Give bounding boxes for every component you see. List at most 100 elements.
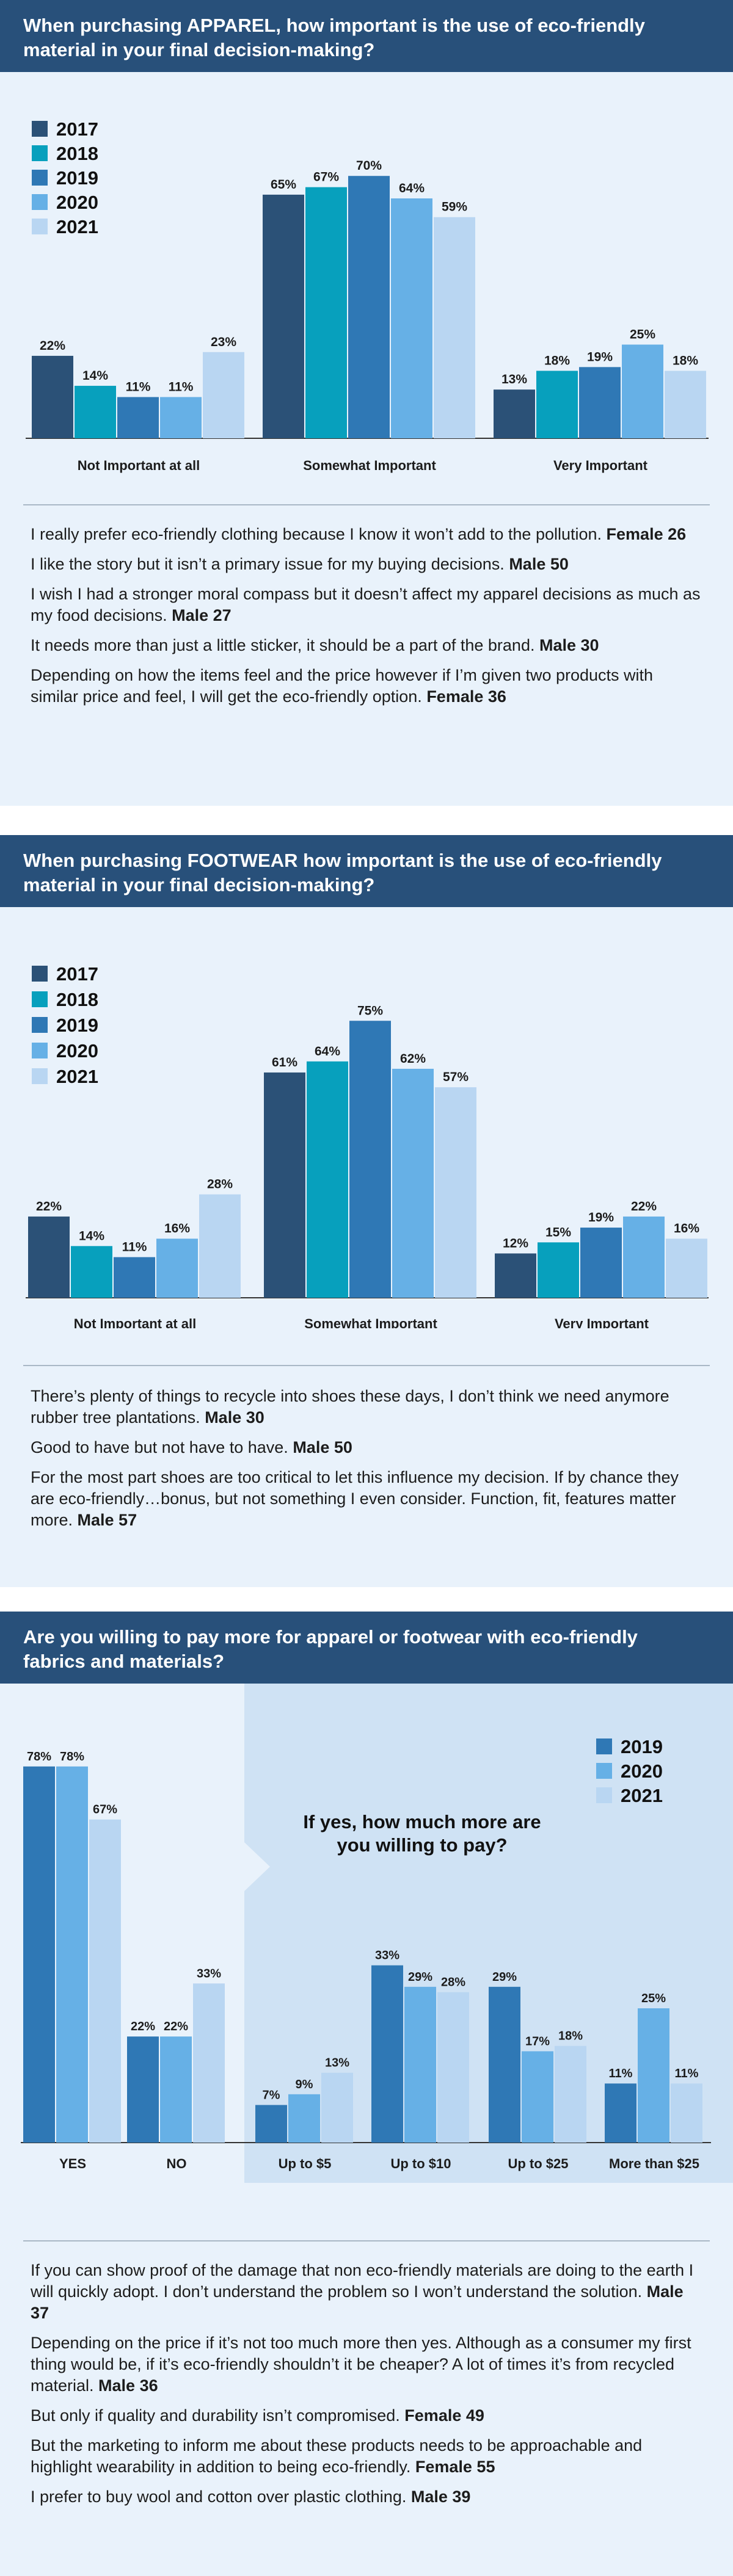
data-label: 15%: [545, 1225, 571, 1239]
bar-not-important-at-all-2020: [160, 397, 202, 438]
legend-label-2019: 2019: [621, 1736, 663, 1757]
bar-very-important-2018: [538, 1242, 579, 1298]
data-label: 16%: [164, 1221, 190, 1236]
bar-somewhat-important-2018: [307, 1061, 348, 1298]
pay-header: Are you willing to pay more for apparel …: [0, 1612, 733, 1684]
data-label: 64%: [315, 1044, 340, 1058]
category-label-up-to-25: Up to $25: [508, 2156, 568, 2171]
data-label: 19%: [588, 1210, 614, 1225]
quote-text: I really prefer eco-friendly clothing be…: [31, 525, 607, 543]
bar-very-important-2017: [495, 1253, 536, 1298]
bar-somewhat-important-2021: [435, 1087, 476, 1298]
bar-up-to-10-2021: [437, 1992, 469, 2143]
quote-text: But only if quality and durability isn’t…: [31, 2406, 405, 2425]
bar-more-than-25-2020: [638, 2008, 669, 2143]
quote-text: I wish I had a stronger moral compass bu…: [31, 585, 701, 624]
legend-swatch-2017: [32, 966, 48, 982]
legend-label-2019: 2019: [56, 167, 98, 189]
bar-somewhat-important-2019: [348, 176, 390, 438]
quote-author: Female 36: [426, 687, 506, 706]
data-label: 29%: [408, 1970, 432, 1984]
data-label: 18%: [673, 353, 698, 367]
quote-author: Male 30: [539, 636, 599, 654]
footwear-quote: For the most part shoes are too critical…: [31, 1467, 702, 1531]
bar-not-important-at-all-2021: [203, 352, 244, 438]
data-label: 9%: [296, 2078, 313, 2091]
data-label: 16%: [674, 1221, 699, 1236]
data-label: 19%: [587, 350, 613, 364]
pay-section: Are you willing to pay more for apparel …: [0, 1612, 733, 2576]
inset-panel: [244, 1684, 733, 2183]
legend-swatch-2018: [32, 145, 48, 161]
category-label-very-important: Very Important: [553, 458, 648, 473]
legend-swatch-2020: [32, 1043, 48, 1058]
data-label: 17%: [525, 2035, 550, 2048]
bar-not-important-at-all-2018: [75, 386, 116, 438]
legend-label-2020: 2020: [56, 192, 98, 213]
apparel-quotes: I really prefer eco-friendly clothing be…: [31, 524, 702, 716]
footwear-quote: There’s plenty of things to recycle into…: [31, 1386, 702, 1428]
quote-text: I prefer to buy wool and cotton over pla…: [31, 2487, 411, 2506]
bar-somewhat-important-2019: [349, 1021, 391, 1298]
category-label-very-important: Very Important: [555, 1316, 649, 1328]
quote-text: Depending on how the items feel and the …: [31, 666, 654, 706]
bar-up-to-25-2019: [489, 1986, 520, 2143]
legend-label-2018: 2018: [56, 143, 98, 164]
quote-text: There’s plenty of things to recycle into…: [31, 1387, 669, 1427]
bar-not-important-at-all-2019: [117, 397, 159, 438]
bar-no-2021: [193, 1983, 225, 2143]
data-label: 14%: [79, 1229, 104, 1243]
data-label: 33%: [197, 1967, 221, 1980]
data-label: 75%: [357, 1004, 383, 1018]
legend-label-2017: 2017: [56, 118, 98, 140]
quote-author: Female 49: [404, 2406, 484, 2425]
pay-chart: 78% 78% 67% YES 22% 22% 33% NO 2019 2020 2021 7% 9% 1…: [21, 1684, 733, 2183]
category-label-not-important-at-all: Not Important at all: [78, 458, 200, 473]
data-label: 62%: [400, 1052, 426, 1066]
legend-swatch-2021: [596, 1787, 612, 1803]
category-label-not-important-at-all: Not Important at all: [74, 1316, 196, 1328]
bar-very-important-2018: [536, 371, 578, 438]
bar-yes-2020: [56, 1766, 88, 2143]
pay-quotes: If you can show proof of the damage that…: [31, 2260, 702, 2516]
data-label: 22%: [131, 2020, 155, 2033]
bar-not-important-at-all-2017: [32, 355, 73, 438]
legend-swatch-2019: [32, 1017, 48, 1033]
quote-author: Male 50: [293, 1438, 352, 1456]
data-label: 65%: [271, 178, 296, 192]
apparel-quote: Depending on how the items feel and the …: [31, 665, 702, 707]
bar-yes-2019: [23, 1766, 55, 2143]
data-label: 11%: [126, 380, 151, 394]
quote-author: Male 30: [205, 1408, 264, 1427]
data-label: 67%: [313, 170, 339, 184]
data-label: 28%: [207, 1178, 233, 1192]
bar-very-important-2019: [580, 1228, 622, 1298]
data-label: 13%: [325, 2057, 349, 2070]
quote-text: Depending on the price if it’s not too m…: [31, 2334, 691, 2395]
bar-somewhat-important-2021: [434, 217, 475, 438]
quote-author: Male 57: [77, 1511, 137, 1529]
quote-author: Male 36: [98, 2376, 158, 2395]
footwear-quote: Good to have but not have to have. Male …: [31, 1437, 702, 1458]
apparel-quote: I really prefer eco-friendly clothing be…: [31, 524, 702, 545]
data-label: 18%: [544, 353, 570, 367]
pay-quote: But only if quality and durability isn’t…: [31, 2405, 702, 2426]
legend-label-2020: 2020: [621, 1760, 663, 1782]
legend-swatch-2017: [32, 121, 48, 137]
bar-very-important-2021: [666, 1239, 707, 1298]
bar-not-important-at-all-2017: [28, 1216, 70, 1298]
data-label: 28%: [441, 1976, 465, 1989]
pay-quote: But the marketing to inform me about the…: [31, 2435, 702, 2478]
bar-up-to-25-2021: [555, 2046, 586, 2143]
data-label: 7%: [263, 2088, 280, 2102]
footwear-divider: [23, 1365, 710, 1366]
data-label: 25%: [630, 328, 655, 342]
quote-author: Male 27: [172, 606, 232, 624]
category-label-up-to-5: Up to $5: [279, 2156, 332, 2171]
bar-no-2020: [160, 2036, 192, 2143]
bar-not-important-at-all-2021: [199, 1194, 241, 1298]
quote-author: Male 39: [410, 2487, 471, 2506]
data-label: 11%: [609, 2067, 633, 2080]
bar-somewhat-important-2017: [264, 1072, 305, 1298]
bar-not-important-at-all-2020: [156, 1239, 198, 1298]
